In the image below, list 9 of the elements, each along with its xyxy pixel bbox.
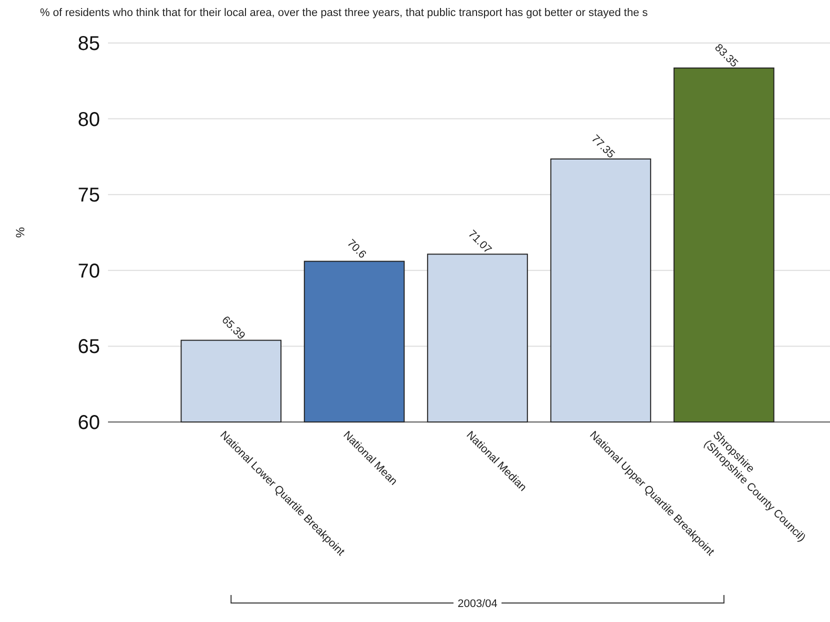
- y-axis-title: %: [13, 227, 27, 238]
- y-tick-label: 70: [78, 260, 100, 282]
- y-tick-label: 60: [78, 412, 100, 434]
- text: 2003/04: [458, 598, 498, 610]
- y-tick-label: 75: [78, 184, 100, 207]
- y-tick-label: 65: [78, 336, 100, 358]
- y-tick-label: 85: [78, 33, 100, 55]
- chart-title: % of residents who think that for their local area, over the past three years, that public transport has got better or stayed the s: [40, 7, 648, 19]
- y-tick-label: 80: [78, 108, 100, 131]
